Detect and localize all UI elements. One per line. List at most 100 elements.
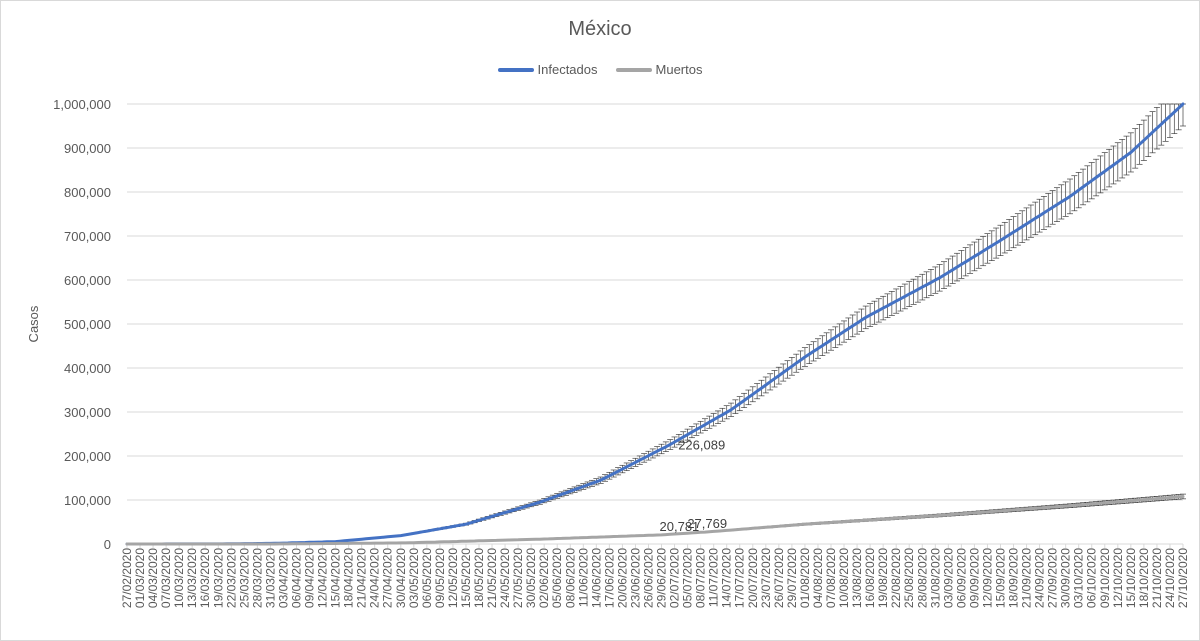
x-tick-label: 11/06/2020 <box>576 548 590 607</box>
x-tick-label: 01/03/2020 <box>133 548 147 608</box>
x-tick-label: 20/07/2020 <box>746 548 760 608</box>
x-tick-label: 30/04/2020 <box>394 548 408 608</box>
chart-title: México <box>568 18 632 40</box>
x-tick-label: 24/10/2020 <box>1163 548 1177 608</box>
x-tick-label: 26/07/2020 <box>772 548 786 608</box>
x-tick-label: 21/09/2020 <box>1020 548 1034 608</box>
x-tick-label: 18/09/2020 <box>1007 548 1021 608</box>
x-tick-label: 22/03/2020 <box>224 548 238 608</box>
y-axis-title: Casos <box>26 305 41 342</box>
x-tick-label: 02/06/2020 <box>537 548 551 608</box>
y-tick-label: 600,000 <box>64 273 111 288</box>
x-tick-label: 21/04/2020 <box>355 548 369 608</box>
x-tick-label: 30/05/2020 <box>524 548 538 608</box>
legend-label-muertos: Muertos <box>655 62 703 77</box>
y-tick-label: 500,000 <box>64 317 111 332</box>
x-tick-label: 16/08/2020 <box>863 548 877 608</box>
x-tick-label: 04/03/2020 <box>146 548 160 608</box>
x-tick-label: 28/03/2020 <box>250 548 264 608</box>
x-tick-label: 12/04/2020 <box>316 548 330 608</box>
x-tick-label: 15/05/2020 <box>459 548 473 608</box>
x-tick-label: 03/05/2020 <box>407 548 421 608</box>
x-tick-label: 06/04/2020 <box>289 548 303 608</box>
x-tick-label: 14/07/2020 <box>720 548 734 608</box>
x-tick-label: 09/09/2020 <box>967 548 981 608</box>
x-tick-label: 25/03/2020 <box>237 548 251 608</box>
x-tick-label: 19/03/2020 <box>211 548 225 608</box>
y-tick-label: 100,000 <box>64 493 111 508</box>
data-label: 20,781 <box>660 519 700 534</box>
x-tick-label: 18/05/2020 <box>472 548 486 608</box>
data-label: 27,769 <box>687 516 727 531</box>
x-tick-label: 11/07/2020 <box>707 548 721 607</box>
x-tick-label: 05/06/2020 <box>550 548 564 608</box>
x-tick-label: 16/03/2020 <box>198 548 212 608</box>
data-label: 226,089 <box>678 438 725 453</box>
x-tick-label: 27/09/2020 <box>1046 548 1060 608</box>
x-tick-label: 06/05/2020 <box>420 548 434 608</box>
x-tick-label: 06/09/2020 <box>954 548 968 608</box>
x-tick-label: 12/10/2020 <box>1111 548 1125 608</box>
x-tick-label: 18/04/2020 <box>342 548 356 608</box>
x-tick-label: 15/09/2020 <box>993 548 1007 608</box>
x-tick-label: 14/06/2020 <box>589 548 603 608</box>
x-tick-label: 15/10/2020 <box>1124 548 1138 608</box>
y-tick-label: 0 <box>104 537 111 552</box>
x-tick-label: 08/07/2020 <box>694 548 708 608</box>
y-tick-label: 800,000 <box>64 185 111 200</box>
x-tick-label: 22/08/2020 <box>889 548 903 608</box>
x-tick-label: 07/03/2020 <box>159 548 173 608</box>
x-tick-label: 29/06/2020 <box>655 548 669 608</box>
series-line-muertos <box>125 495 1185 546</box>
y-tick-label: 1,000,000 <box>53 97 111 112</box>
x-tick-label: 07/08/2020 <box>824 548 838 608</box>
x-tick-label: 03/09/2020 <box>941 548 955 608</box>
x-tick-label: 25/08/2020 <box>902 548 916 608</box>
x-tick-label: 28/08/2020 <box>915 548 929 608</box>
x-tick-label: 10/08/2020 <box>837 548 851 608</box>
legend-label-infectados: Infectados <box>537 62 598 77</box>
x-tick-label: 31/03/2020 <box>263 548 277 608</box>
x-tick-label: 29/07/2020 <box>785 548 799 608</box>
x-tick-label: 13/03/2020 <box>185 548 199 608</box>
x-tick-label: 09/04/2020 <box>303 548 317 608</box>
x-tick-label: 27/02/2020 <box>120 548 134 608</box>
x-tick-label: 05/07/2020 <box>681 548 695 608</box>
x-tick-label: 19/08/2020 <box>876 548 890 608</box>
x-tick-label: 27/10/2020 <box>1176 548 1190 608</box>
x-tick-label: 12/09/2020 <box>980 548 994 608</box>
x-tick-label: 24/09/2020 <box>1033 548 1047 608</box>
y-tick-label: 300,000 <box>64 405 111 420</box>
x-tick-label: 21/05/2020 <box>485 548 499 608</box>
x-tick-label: 12/05/2020 <box>446 548 460 608</box>
y-tick-label: 200,000 <box>64 449 111 464</box>
x-tick-label: 26/06/2020 <box>641 548 655 608</box>
legend: Infectados Muertos <box>0 62 1200 77</box>
x-tick-label: 09/10/2020 <box>1098 548 1112 608</box>
x-tick-label: 01/08/2020 <box>798 548 812 608</box>
x-tick-label: 09/05/2020 <box>433 548 447 608</box>
x-tick-label: 15/04/2020 <box>329 548 343 608</box>
legend-swatch-muertos <box>615 67 652 72</box>
x-tick-label: 18/10/2020 <box>1137 548 1151 608</box>
x-tick-label: 27/04/2020 <box>381 548 395 608</box>
x-tick-label: 13/08/2020 <box>850 548 864 608</box>
x-tick-label: 23/06/2020 <box>628 548 642 608</box>
x-tick-label: 20/06/2020 <box>615 548 629 608</box>
x-tick-label: 21/10/2020 <box>1150 548 1164 608</box>
x-tick-label: 24/05/2020 <box>498 548 512 608</box>
x-tick-label: 03/10/2020 <box>1072 548 1086 608</box>
x-tick-label: 31/08/2020 <box>928 548 942 608</box>
x-tick-label: 23/07/2020 <box>759 548 773 608</box>
x-tick-label: 03/04/2020 <box>276 548 290 608</box>
x-tick-label: 30/09/2020 <box>1059 548 1073 608</box>
x-tick-label: 02/07/2020 <box>668 548 682 608</box>
legend-item-muertos: Muertos <box>615 62 703 77</box>
legend-item-infectados: Infectados <box>497 62 598 77</box>
x-tick-label: 24/04/2020 <box>368 548 382 608</box>
x-tick-label: 27/05/2020 <box>511 548 525 608</box>
x-tick-label: 17/07/2020 <box>733 548 747 608</box>
y-tick-label: 700,000 <box>64 229 111 244</box>
